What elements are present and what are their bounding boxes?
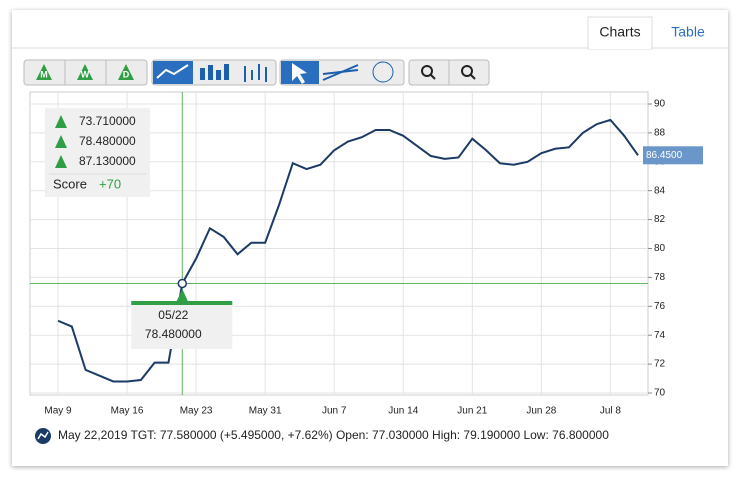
period[interactable]: D [123,69,130,79]
popup-date: 05/22 [158,308,188,322]
x-tick-label: Jun 21 [457,406,487,417]
x-tick-label: Jul 8 [600,406,622,417]
target-value: 87.130000 [79,154,136,168]
popup-bar [131,301,233,305]
y-tick-label: 88 [654,128,666,139]
popup [131,303,233,349]
x-tick-label: May 31 [249,406,282,417]
y-tick-label: 78 [654,272,666,283]
x-tick-label: Jun 14 [388,406,418,417]
tab-active[interactable] [587,16,653,50]
tab[interactable]: Table [671,24,705,40]
target-icon [55,135,67,148]
x-tick-label: Jun 7 [322,406,347,417]
y-tick-label: 84 [654,185,666,196]
x-tick-label: May 16 [111,406,144,417]
status: May 22,2019 TGT: 77.580000 (+5.495000, +… [58,428,609,442]
y-tick-label: 82 [654,214,666,225]
target-icon [55,115,67,128]
score: +70 [99,176,121,191]
crosshair-point [177,278,188,289]
toolbar: M W D [23,59,490,86]
x-tick-label: May 23 [180,406,213,417]
y-tick-label: 80 [654,243,666,254]
y-tick-label: 70 [654,388,666,399]
popup-value: 78.480000 [145,327,202,341]
icon[interactable] [118,64,134,80]
icon[interactable] [36,64,52,80]
y-tick-label: 72 [654,359,666,370]
x-tick-label: Jun 28 [526,406,556,417]
score-label: Score [53,176,87,191]
icon[interactable] [77,64,93,80]
target-icon [55,155,67,168]
period[interactable]: W [81,69,90,79]
last-value-box [643,146,703,165]
period[interactable]: M [40,69,48,79]
popup-icon [176,289,189,302]
y-tick-label: 76 [654,301,666,312]
line [57,118,639,383]
y-tick-label: 74 [654,330,666,341]
tab[interactable]: Charts [599,24,640,40]
y-tick-label: 90 [654,99,666,110]
zoom-in[interactable] [421,65,433,77]
last-value: 86.4500 [646,150,683,161]
x-tick-label: May 9 [44,406,72,417]
target-value: 73.710000 [79,114,136,128]
target-value: 78.480000 [79,134,136,148]
zoom-out[interactable] [461,65,473,77]
